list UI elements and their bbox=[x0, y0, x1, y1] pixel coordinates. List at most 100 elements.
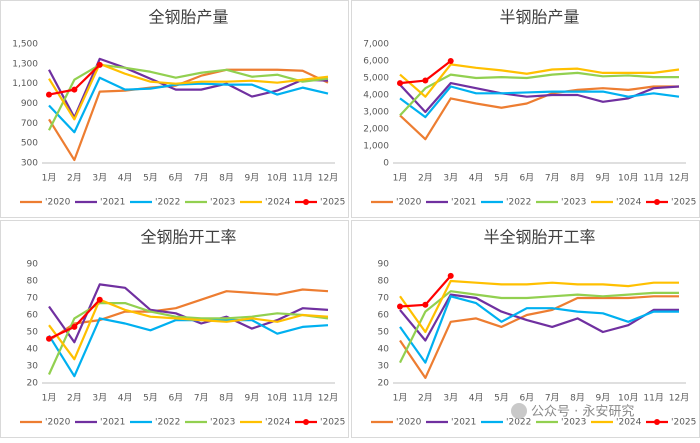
x-tick-label: 4月 bbox=[118, 393, 133, 404]
y-tick-label: 500 bbox=[21, 139, 38, 149]
y-tick-label: 60 bbox=[27, 311, 39, 321]
x-tick-label: 8月 bbox=[570, 393, 585, 404]
x-tick-label: 12月 bbox=[669, 393, 689, 404]
x-tick-label: 10月 bbox=[618, 173, 638, 184]
legend-label: '2023 bbox=[210, 198, 235, 208]
y-tick-label: 700 bbox=[21, 119, 38, 129]
y-tick-label: 1,100 bbox=[12, 79, 38, 89]
x-tick-label: 5月 bbox=[143, 393, 158, 404]
legend-marker bbox=[303, 419, 309, 425]
y-tick-label: 40 bbox=[27, 345, 39, 355]
x-tick-label: 10月 bbox=[618, 393, 638, 404]
legend-label: '2024 bbox=[265, 418, 291, 428]
y-tick-label: 70 bbox=[27, 294, 39, 304]
series-marker bbox=[96, 296, 103, 303]
series-marker bbox=[96, 61, 103, 68]
y-tick-label: 300 bbox=[21, 159, 38, 169]
x-tick-label: 4月 bbox=[469, 393, 484, 404]
series-line bbox=[399, 71, 679, 117]
series-line bbox=[48, 288, 329, 342]
y-tick-label: 20 bbox=[378, 379, 390, 389]
y-tick-label: 1,500 bbox=[12, 40, 38, 50]
y-tick-label: 20 bbox=[27, 379, 39, 389]
legend-label: '2020 bbox=[396, 418, 422, 428]
legend-label: '2024 bbox=[616, 198, 642, 208]
series-marker bbox=[397, 303, 403, 310]
x-tick-label: 3月 bbox=[92, 173, 107, 184]
series-marker bbox=[71, 86, 78, 93]
legend-label: '2023 bbox=[561, 418, 586, 428]
series-line bbox=[399, 279, 679, 334]
series-line bbox=[399, 85, 680, 119]
chart-title: 半钢胎产量 bbox=[499, 8, 579, 27]
x-tick-label: 6月 bbox=[168, 393, 183, 404]
legend-label: '2022 bbox=[506, 198, 531, 208]
legend-label: '2021 bbox=[451, 198, 476, 208]
legend-label: '2024 bbox=[616, 418, 642, 428]
series-marker bbox=[46, 91, 52, 98]
chart: 全钢胎开工率 20 30 40 50 60 70 80 90 1月 2月 3月 4月 5月 6月 7月 8月 9月… bbox=[20, 228, 345, 428]
x-tick-label: 2月 bbox=[67, 173, 82, 184]
x-tick-label: 2月 bbox=[67, 393, 82, 404]
series-line bbox=[399, 295, 679, 379]
series-marker bbox=[422, 77, 429, 84]
x-tick-label: 12月 bbox=[669, 173, 689, 184]
series-line bbox=[48, 298, 329, 361]
y-tick-label: 50 bbox=[378, 328, 390, 338]
x-tick-label: 9月 bbox=[245, 173, 260, 184]
series-line bbox=[399, 63, 680, 98]
x-tick-label: 11月 bbox=[292, 393, 312, 404]
legend-label: '2025 bbox=[320, 198, 345, 208]
x-tick-label: 4月 bbox=[118, 173, 133, 184]
series-line bbox=[399, 85, 679, 141]
y-tick-label: 5,000 bbox=[363, 74, 389, 84]
x-tick-label: 9月 bbox=[596, 393, 611, 404]
x-tick-label: 9月 bbox=[596, 173, 611, 184]
x-tick-label: 1月 bbox=[42, 173, 57, 184]
x-tick-label: 8月 bbox=[219, 393, 234, 404]
panel-frame bbox=[0, 220, 349, 438]
chart-title: 半全钢胎开工率 bbox=[483, 228, 595, 247]
x-tick-label: 3月 bbox=[443, 173, 458, 184]
series-line bbox=[399, 290, 679, 364]
x-tick-label: 11月 bbox=[292, 173, 312, 184]
y-tick-label: 30 bbox=[378, 362, 390, 372]
y-tick-label: 30 bbox=[27, 362, 39, 372]
legend-label: '2024 bbox=[265, 198, 291, 208]
chart: 全钢胎产量 300 500 700 900 1,100 1,300 1,500 1月 2月 3月 4月… bbox=[12, 8, 345, 208]
x-tick-label: 10月 bbox=[267, 173, 287, 184]
x-tick-label: 6月 bbox=[519, 393, 534, 404]
legend-label: '2022 bbox=[155, 418, 180, 428]
x-tick-label: 2月 bbox=[418, 173, 433, 184]
series-marker bbox=[46, 335, 52, 342]
x-tick-label: 5月 bbox=[494, 173, 509, 184]
watermark: 公众号 · 永安研究 bbox=[531, 405, 634, 420]
legend-label: '2025 bbox=[320, 418, 345, 428]
y-tick-label: 6,000 bbox=[363, 57, 389, 67]
watermark-icon bbox=[511, 403, 527, 419]
x-tick-label: 9月 bbox=[245, 393, 260, 404]
x-tick-label: 7月 bbox=[194, 393, 209, 404]
legend-label: '2021 bbox=[451, 418, 476, 428]
series-marker bbox=[447, 272, 454, 279]
x-tick-label: 3月 bbox=[92, 393, 107, 404]
series-line bbox=[399, 295, 679, 364]
panel-frame bbox=[351, 0, 700, 218]
x-tick-label: 3月 bbox=[443, 393, 458, 404]
legend-label: '2023 bbox=[561, 198, 586, 208]
chart: 半全钢胎开工率 20 30 40 50 60 70 80 90 1月 2月 3月 4月 5月 6月 7月 8月 9… bbox=[371, 228, 696, 428]
x-tick-label: 1月 bbox=[393, 173, 408, 184]
x-tick-label: 12月 bbox=[318, 173, 338, 184]
legend-label: '2025 bbox=[671, 418, 696, 428]
chart-title: 全钢胎开工率 bbox=[140, 228, 236, 247]
x-tick-label: 7月 bbox=[194, 173, 209, 184]
legend-marker bbox=[303, 199, 309, 205]
x-tick-label: 4月 bbox=[469, 173, 484, 184]
legend-label: '2021 bbox=[100, 198, 125, 208]
y-tick-label: 1,000 bbox=[363, 142, 389, 152]
series-line bbox=[48, 76, 329, 134]
y-tick-label: 1,300 bbox=[12, 59, 38, 69]
legend-label: '2022 bbox=[155, 198, 180, 208]
x-tick-label: 12月 bbox=[318, 393, 338, 404]
